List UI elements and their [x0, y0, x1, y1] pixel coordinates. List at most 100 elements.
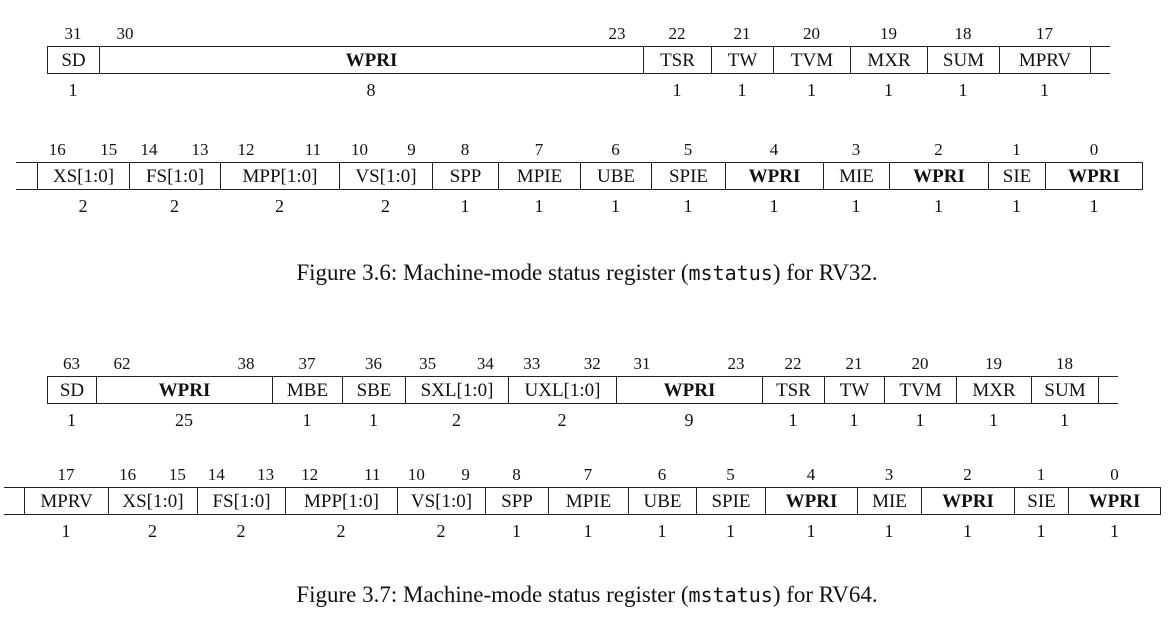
register-field: WPRI — [889, 162, 988, 190]
register-field: SUM — [1031, 376, 1098, 404]
register-field: XS[1:0] — [37, 162, 129, 190]
field-width: 1 — [460, 196, 470, 216]
field-width: 1 — [806, 521, 816, 541]
register-field: WPRI — [616, 376, 762, 404]
bit-index-low: 15 — [168, 465, 186, 484]
field-width: 1 — [583, 521, 593, 541]
register-field: MPP[1:0] — [220, 162, 339, 190]
register-field: TSR — [762, 376, 824, 404]
register-field: MXR — [850, 46, 927, 74]
register-field: MPRV — [24, 487, 108, 515]
register-field: FS[1:0] — [197, 487, 285, 515]
field-width: 1 — [958, 80, 968, 100]
field-width: 1 — [1110, 521, 1119, 541]
field-width: 1 — [61, 521, 71, 541]
register-field: MIE — [823, 162, 889, 190]
field-width: 2 — [436, 521, 446, 541]
bit-index: 4 — [769, 140, 779, 159]
register-field: UBE — [628, 487, 696, 515]
field-width: 1 — [611, 196, 620, 216]
caption-text: ) for RV32. — [772, 260, 878, 285]
field-width: 1 — [934, 196, 943, 216]
bit-index-high: 35 — [419, 354, 437, 373]
bit-index: 6 — [611, 140, 620, 159]
bit-index: 8 — [460, 140, 470, 159]
register-field: TVM — [773, 46, 850, 74]
caption-code: mstatus — [688, 261, 773, 285]
bit-index-high: 16 — [119, 465, 137, 484]
bit-index-low: 38 — [237, 354, 255, 373]
bit-index-high: 62 — [113, 354, 131, 373]
figure-caption: Figure 3.7: Machine-mode status register… — [0, 580, 1174, 610]
field-width: 1 — [302, 410, 312, 430]
bit-index: 3 — [884, 465, 894, 484]
bit-index-low: 15 — [100, 140, 118, 159]
field-row: MPRV XS[1:0] FS[1:0] MPP[1:0] VS[1:0] SPP MPIE… — [0, 487, 1174, 517]
bit-index: 19 — [880, 24, 897, 43]
field-width: 1 — [1040, 80, 1049, 100]
register-field: MXR — [956, 376, 1031, 404]
caption-text: Figure 3.6: Machine-mode status register… — [296, 260, 689, 285]
register-continuation — [1090, 46, 1110, 74]
register-field: FS[1:0] — [129, 162, 220, 190]
field-width: 1 — [884, 521, 894, 541]
bit-index: 4 — [806, 465, 816, 484]
field-width: 1 — [851, 196, 861, 216]
width-row: 2 2 2 2 1 1 1 1 1 1 1 1 1 — [0, 194, 1174, 218]
register-field: WPRI — [725, 162, 823, 190]
bit-index-low: 23 — [608, 24, 626, 43]
bit-index: 0 — [1089, 140, 1099, 159]
register-field: TVM — [884, 376, 956, 404]
bit-index: 2 — [963, 465, 972, 484]
field-width: 1 — [1012, 196, 1021, 216]
register-field: SD — [47, 376, 96, 404]
field-width: 8 — [366, 80, 376, 100]
register-field: SPP — [485, 487, 548, 515]
bit-index: 7 — [583, 465, 593, 484]
field-width: 2 — [336, 521, 346, 541]
register-field: WPRI — [765, 487, 857, 515]
bit-index-row: 17 16 15 14 13 12 11 10 9 8 7 6 5 4 3 2 1 0 — [0, 463, 1174, 487]
register-row: 63 62 38 37 36 35 34 33 32 31 23 22 21 20 19 18 SD WPRI MB… — [0, 352, 1174, 432]
field-width: 1 — [672, 80, 682, 100]
register-field: UBE — [580, 162, 651, 190]
register-field: MPIE — [548, 487, 628, 515]
field-row: SD WPRI TSR TW TVM MXR SUM MPRV — [0, 46, 1174, 76]
bit-index: 3 — [851, 140, 861, 159]
field-row: SD WPRI MBE SBE SXL[1:0] UXL[1:0] WPRI TSR TW TVM… — [0, 376, 1174, 406]
register-field: VS[1:0] — [397, 487, 485, 515]
register-field: WPRI — [96, 376, 272, 404]
register-row: 31 30 23 22 21 20 19 18 17 SD WPRI TSR TW TVM MXR SUM MP… — [0, 22, 1174, 102]
field-width: 1 — [884, 80, 893, 100]
field-width: 1 — [68, 80, 78, 100]
field-width: 2 — [381, 196, 390, 216]
bit-index-row: 16 15 14 13 12 11 10 9 8 7 6 5 4 3 2 1 0 — [0, 138, 1174, 162]
field-width: 1 — [1060, 410, 1069, 430]
register-field: SIE — [1014, 487, 1068, 515]
field-width: 2 — [236, 521, 246, 541]
field-width: 1 — [534, 196, 544, 216]
bit-index: 1 — [1036, 465, 1046, 484]
field-row: XS[1:0] FS[1:0] MPP[1:0] VS[1:0] SPP MPIE UBE S… — [0, 162, 1174, 192]
field-width: 9 — [684, 410, 694, 430]
bit-index: 22 — [784, 354, 802, 373]
register-field: TSR — [643, 46, 711, 74]
field-width: 1 — [769, 196, 779, 216]
field-width: 2 — [452, 410, 461, 430]
register-continuation — [1098, 376, 1118, 404]
bit-index-row: 63 62 38 37 36 35 34 33 32 31 23 22 21 20 19 18 — [0, 352, 1174, 376]
bit-index: 17 — [1036, 24, 1053, 43]
register-field: VS[1:0] — [339, 162, 432, 190]
caption-text: ) for RV64. — [772, 582, 878, 607]
bit-index: 18 — [1056, 354, 1073, 373]
register-field: UXL[1:0] — [508, 376, 616, 404]
bit-index-low: 13 — [257, 465, 275, 484]
field-width: 2 — [275, 196, 284, 216]
field-width: 1 — [67, 410, 76, 430]
register-field: MPRV — [999, 46, 1090, 74]
field-width: 1 — [849, 410, 859, 430]
field-width: 1 — [369, 410, 378, 430]
bit-index-low: 11 — [364, 465, 381, 484]
bit-index: 20 — [803, 24, 820, 43]
field-width: 1 — [1036, 521, 1046, 541]
